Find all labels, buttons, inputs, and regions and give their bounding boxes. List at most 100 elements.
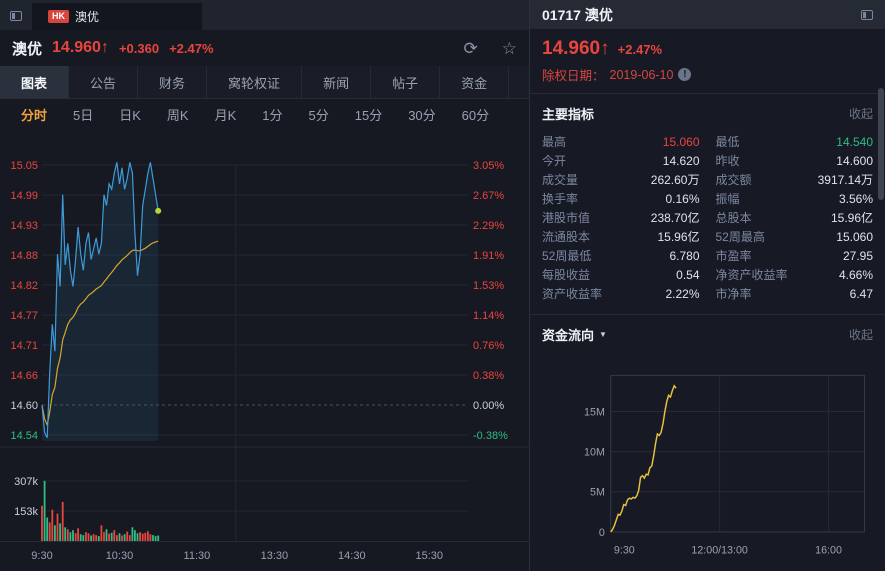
- indicator-label: 总股本: [715, 211, 752, 226]
- indicators-section-header: 主要指标 收起: [530, 94, 885, 131]
- header-icons: ⟳ ☆: [464, 40, 518, 57]
- svg-text:9:30: 9:30: [614, 544, 635, 556]
- indicator-row: 今开 14.620 昨收 14.600: [530, 152, 885, 171]
- svg-text:15.05: 15.05: [10, 160, 38, 172]
- indicator-row: 资产收益率 2.22% 市净率 6.47: [530, 285, 885, 304]
- fund-flow-section-header: 资金流向 ▼ 收起: [530, 314, 885, 352]
- fund-flow-chart[interactable]: 15M 10M 5M 0 9:30 12:00/13:00 16:00: [530, 352, 883, 571]
- indicator-value: 238.70亿: [650, 211, 700, 226]
- indicator-value: 27.95: [842, 249, 873, 264]
- indicator-label: 成交量: [542, 173, 579, 188]
- svg-text:1.14%: 1.14%: [473, 310, 504, 322]
- svg-text:14:30: 14:30: [338, 550, 366, 562]
- indicator-value: 15.060: [662, 135, 700, 150]
- svg-text:10:30: 10:30: [106, 550, 134, 562]
- indicator-label: 流通股本: [542, 230, 591, 245]
- nav-tab-3[interactable]: 窝轮权证: [207, 66, 303, 98]
- indicator-value: 14.540: [836, 135, 873, 150]
- indicator-value: 14.600: [836, 154, 873, 169]
- svg-text:14.71: 14.71: [10, 340, 38, 352]
- svg-text:1.91%: 1.91%: [473, 250, 504, 262]
- up-arrow-icon: ↑: [100, 39, 109, 56]
- price-change: +0.360: [118, 40, 160, 56]
- period-tab-6[interactable]: 5分: [308, 107, 329, 123]
- indicator-label: 净资产收益率: [715, 268, 788, 283]
- nav-tab-6[interactable]: 资金: [440, 66, 510, 98]
- indicator-row: 成交量 262.60万 成交额 3917.14万: [530, 171, 885, 190]
- nav-tab-4[interactable]: 新闻: [302, 66, 372, 98]
- svg-text:12:00/13:00: 12:00/13:00: [691, 544, 748, 556]
- indicator-label: 市净率: [715, 287, 752, 302]
- indicator-label: 换手率: [542, 192, 579, 207]
- indicator-label: 振幅: [715, 192, 740, 207]
- indicator-label: 市盈率: [715, 249, 752, 264]
- nav-tab-0[interactable]: 图表: [0, 66, 70, 98]
- stock-tab[interactable]: HK 澳优: [32, 3, 202, 30]
- svg-text:14.99: 14.99: [10, 190, 38, 202]
- fund-flow-collapse-button[interactable]: 收起: [848, 328, 873, 343]
- indicator-label: 每股收益: [542, 268, 591, 283]
- svg-text:0.38%: 0.38%: [473, 370, 504, 382]
- period-tab-0[interactable]: 分时: [21, 107, 48, 123]
- indicator-row: 换手率 0.16% 振幅 3.56%: [530, 190, 885, 209]
- period-tab-5[interactable]: 1分: [262, 107, 283, 123]
- ex-right-label: 除权日期：: [542, 69, 605, 84]
- info-icon[interactable]: !: [678, 68, 692, 82]
- period-tab-3[interactable]: 周K: [166, 107, 189, 123]
- indicator-row: 港股市值 238.70亿 总股本 15.96亿: [530, 209, 885, 228]
- svg-text:1.53%: 1.53%: [473, 280, 504, 292]
- period-tab-7[interactable]: 15分: [354, 107, 383, 123]
- svg-text:15M: 15M: [584, 407, 605, 419]
- indicator-value: 3.56%: [838, 192, 873, 207]
- indicator-label: 港股市值: [542, 211, 591, 226]
- period-tab-4[interactable]: 月K: [214, 107, 237, 123]
- indicator-label: 今开: [542, 154, 567, 169]
- favorite-star-icon[interactable]: ☆: [501, 38, 517, 58]
- nav-tab-2[interactable]: 财务: [138, 66, 208, 98]
- panel-layout-icon[interactable]: [10, 11, 22, 21]
- period-tab-2[interactable]: 日K: [119, 107, 141, 123]
- period-tab-9[interactable]: 60分: [461, 107, 490, 123]
- svg-text:2.67%: 2.67%: [473, 190, 504, 202]
- refresh-icon[interactable]: ⟳: [463, 38, 478, 58]
- period-tab-8[interactable]: 30分: [408, 107, 436, 123]
- tab-bar: HK 澳优: [0, 0, 529, 30]
- svg-text:10M: 10M: [584, 447, 605, 459]
- indicator-row: 流通股本 15.96亿 52周最高 15.060: [530, 228, 885, 247]
- chart-period-tabs: 分时 5日 日K 周K 月K 1分 5分 15分 30分 60分: [0, 99, 529, 129]
- indicator-value: 2.22%: [665, 287, 700, 302]
- stock-detail-panel: HK 澳优 澳优 14.960↑ +0.360 +2.47% ⟳ ☆ 图表 公告财…: [0, 0, 530, 571]
- quote-code-title: 01717 澳优: [542, 6, 613, 23]
- svg-text:0.00%: 0.00%: [473, 400, 504, 412]
- nav-tab-5[interactable]: 帖子: [371, 66, 441, 98]
- intraday-chart[interactable]: 15.05 3.05% 14.99 2.67% 14.93 2.29% 14.88 1.91%…: [0, 129, 530, 571]
- fund-flow-title: 资金流向: [542, 328, 595, 344]
- period-tab-1[interactable]: 5日: [73, 107, 94, 123]
- quote-header: 01717 澳优: [530, 0, 885, 30]
- scrollbar-thumb[interactable]: [878, 88, 884, 200]
- svg-text:14.54: 14.54: [10, 430, 38, 442]
- panel-collapse-icon[interactable]: [861, 9, 873, 20]
- market-badge: HK: [48, 10, 69, 23]
- stock-name: 澳优: [12, 40, 43, 58]
- quote-summary-panel: 01717 澳优 14.960↑ +2.47% 除权日期： 2019-06-10…: [530, 0, 885, 571]
- svg-text:14.88: 14.88: [10, 250, 38, 262]
- chevron-down-icon[interactable]: ▼: [599, 330, 607, 340]
- svg-text:16:00: 16:00: [815, 544, 842, 556]
- indicator-label: 52周最低: [542, 249, 592, 264]
- quote-price: 14.960↑: [542, 38, 610, 60]
- svg-text:15:30: 15:30: [416, 550, 444, 562]
- up-arrow-icon: ↑: [600, 38, 610, 60]
- nav-tab-1[interactable]: 公告: [69, 66, 139, 98]
- indicator-label: 资产收益率: [542, 287, 603, 302]
- indicators-collapse-button[interactable]: 收起: [848, 107, 873, 122]
- svg-text:2.29%: 2.29%: [473, 220, 504, 232]
- indicator-value: 15.96亿: [657, 230, 700, 245]
- svg-text:14.82: 14.82: [10, 280, 38, 292]
- svg-text:153k: 153k: [14, 506, 38, 518]
- indicator-value: 15.96亿: [830, 211, 873, 226]
- indicator-value: 6.47: [849, 287, 873, 302]
- indicator-row: 最高 15.060 最低 14.540: [530, 133, 885, 152]
- ex-right-date-row: 除权日期： 2019-06-10 !: [530, 60, 885, 95]
